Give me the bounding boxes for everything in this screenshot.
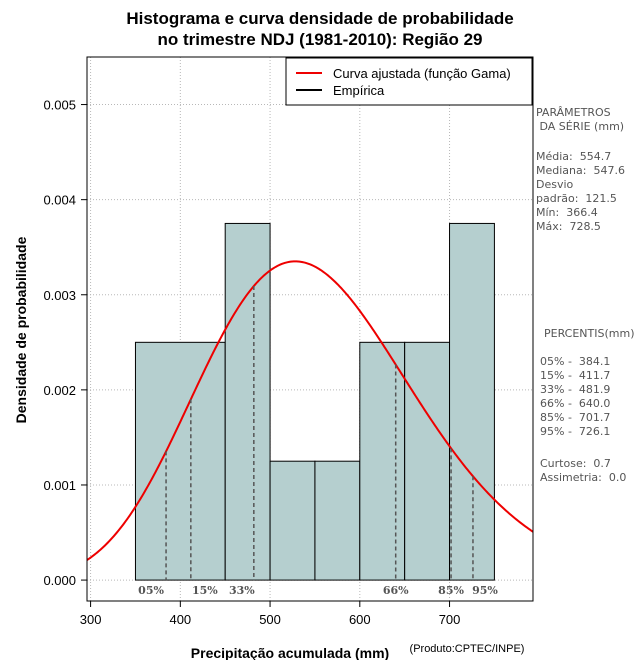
percentis-title: PERCENTIS(mm) xyxy=(544,327,635,340)
credit-text: (Produto:CPTEC/INPE) xyxy=(410,643,525,655)
x-tick-label: 300 xyxy=(80,612,102,627)
y-tick-label: 0.004 xyxy=(43,193,76,208)
histogram-bar xyxy=(449,222,495,581)
percentile-markers: 05% 15% 33% 66% 85% 95% xyxy=(138,286,498,597)
y-axis-label: Densidade de probabilidade xyxy=(13,236,29,423)
chart-title-line2: no trimestre NDJ (1981-2010): Região 29 xyxy=(157,30,482,49)
y-tick-label: 0.005 xyxy=(43,98,76,113)
histogram-bar xyxy=(314,460,361,581)
percentile-label: 15% xyxy=(192,584,218,597)
y-tick-label: 0.003 xyxy=(43,288,76,303)
chart-title-line1: Histograma e curva densidade de probabil… xyxy=(126,9,513,28)
params-body: Média: 554.7 Mediana: 547.6 Desvio padrã… xyxy=(536,150,625,233)
legend-label-empirical: Empírica xyxy=(333,83,385,98)
plot-frame xyxy=(86,56,534,602)
x-tick-label: 700 xyxy=(439,612,461,627)
legend: Curva ajustada (função Gama) Empírica xyxy=(285,57,533,106)
histogram-bar xyxy=(224,222,271,581)
x-axis-label: Precipitação acumulada (mm) xyxy=(191,645,389,660)
y-tick-label: 0.001 xyxy=(43,478,76,493)
percentis-body: 05% - 384.1 15% - 411.7 33% - 481.9 66% … xyxy=(540,355,611,438)
params-title: PARÂMETROS DA SÉRIE (mm) xyxy=(536,106,625,133)
x-tick-label: 600 xyxy=(349,612,371,627)
extra-stats: Curtose: 0.7 Assimetria: 0.0 xyxy=(540,457,627,484)
x-tick-label: 500 xyxy=(259,612,281,627)
gamma-curve-layer xyxy=(86,260,534,561)
percentile-label: 66% xyxy=(383,584,409,597)
percentile-label: 95% xyxy=(472,584,498,597)
histogram-bar xyxy=(269,460,316,581)
legend-box xyxy=(285,57,533,106)
gamma-fit-curve xyxy=(86,260,534,561)
histogram-bar xyxy=(134,341,226,581)
y-tick-label: 0.002 xyxy=(43,383,76,398)
histogram-bar xyxy=(404,341,451,581)
histogram-bar xyxy=(359,341,406,581)
x-tick-label: 400 xyxy=(169,612,191,627)
percentile-label: 05% xyxy=(138,584,164,597)
percentile-label: 33% xyxy=(229,584,255,597)
axes: 300 400 500 600 700 0.000 0.001 0.002 0.003 0.004… xyxy=(43,98,460,627)
y-tick-label: 0.000 xyxy=(43,573,76,588)
histogram-bars xyxy=(134,222,495,581)
legend-label-fitted: Curva ajustada (função Gama) xyxy=(333,66,511,81)
percentile-label: 85% xyxy=(438,584,464,597)
